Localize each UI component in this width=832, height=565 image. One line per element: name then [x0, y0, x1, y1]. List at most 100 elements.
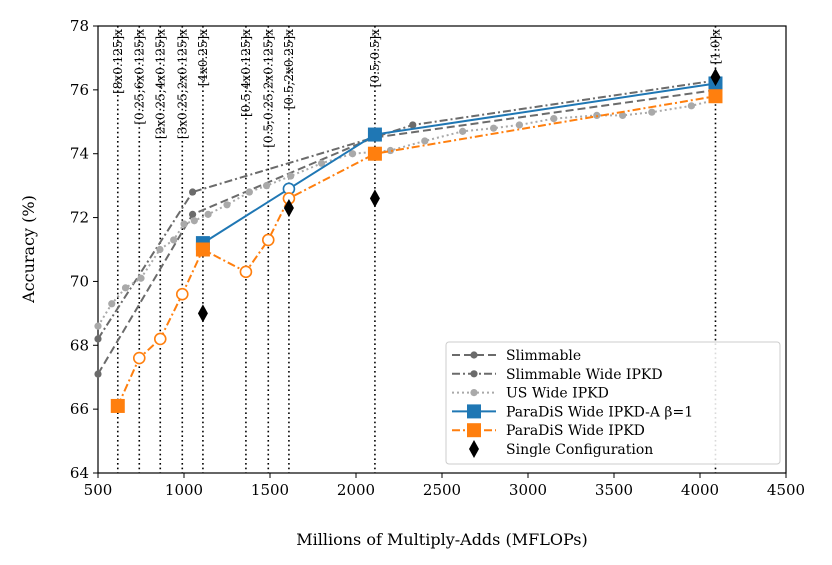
series-point-open — [175, 287, 189, 301]
series-point — [287, 172, 295, 180]
series-point — [283, 198, 294, 217]
y-axis-label: Accuracy (%) — [19, 195, 38, 304]
series-layer — [94, 68, 723, 413]
series-point — [195, 242, 210, 257]
y-tick-label: 66 — [70, 400, 89, 418]
series-point — [470, 351, 478, 359]
series-point-open — [132, 351, 146, 365]
axes-layer: 500 1000 1500 2000 2500 3000 3500 4000 4500 64 66 6… — [70, 17, 805, 499]
legend-marker — [469, 440, 479, 458]
series-point — [515, 121, 524, 129]
y-tick-label: 72 — [70, 209, 89, 227]
legend-entry: US Wide IPKD — [452, 386, 609, 402]
series-point — [409, 121, 417, 129]
plot-area: [8x0.125]x [0.25;6x0.125]x [2x0.25;4x0.125… — [70, 17, 805, 499]
legend-label: ParaDiS Wide IPKD-A β=1 — [506, 404, 693, 420]
x-tick-label: 500 — [84, 481, 113, 499]
x-tick-label: 1500 — [251, 481, 289, 499]
legend-entry: Slimmable Wide IPKD — [452, 367, 663, 383]
x-tick-label: 3000 — [509, 481, 547, 499]
series-point — [262, 182, 271, 190]
legend-marker — [467, 423, 481, 438]
series-point — [386, 146, 394, 155]
y-tick-label: 64 — [70, 464, 89, 482]
config-line-label: [0.5;0.25;2x0.125]x — [261, 29, 275, 148]
series-point — [121, 284, 130, 292]
series-point — [469, 440, 479, 458]
series-point — [108, 300, 116, 308]
series-us-wide-ipkd — [94, 95, 721, 330]
series-point-open — [239, 265, 253, 279]
y-tick-label: 68 — [70, 336, 89, 354]
series-point — [648, 108, 656, 116]
series-point — [94, 322, 102, 330]
series-point — [137, 274, 145, 282]
legend-entry: ParaDiS Wide IPKD-A β=1 — [452, 404, 693, 420]
series-single-configuration — [197, 68, 721, 323]
series-point — [550, 114, 558, 123]
series-paradis-wide-ipkd — [110, 89, 723, 413]
series-point — [708, 89, 723, 104]
series-point — [421, 137, 429, 145]
series-point — [170, 236, 178, 244]
series-point-open — [153, 332, 167, 346]
series-point — [180, 220, 188, 228]
config-line-label: [8x0.125]x — [111, 29, 125, 94]
legend-label: Slimmable — [506, 348, 581, 364]
series-point — [459, 127, 467, 135]
series-point — [204, 210, 212, 218]
x-tick-label: 2500 — [423, 481, 461, 499]
series-point — [367, 146, 382, 161]
legend-marker — [470, 370, 478, 378]
series-point — [189, 188, 197, 196]
legend-label: Single Configuration — [506, 442, 653, 458]
series-point — [470, 370, 478, 378]
series-point — [190, 217, 198, 225]
config-line-label: [0.5;0.5]x — [368, 29, 382, 88]
config-line-label: [3x0.25;2x0.125]x — [175, 29, 189, 139]
series-point — [318, 159, 326, 167]
x-tick-label: 2000 — [337, 481, 375, 499]
series-line — [202, 82, 716, 244]
series-point — [223, 201, 231, 209]
y-tick-label: 74 — [70, 145, 89, 163]
config-line-label: [1.0]x — [708, 29, 722, 64]
series-point — [245, 188, 253, 196]
legend-label: US Wide IPKD — [506, 386, 609, 402]
config-line-label: [0.5;2x0.25]x — [282, 29, 296, 110]
legend-marker — [470, 388, 478, 397]
series-point — [94, 335, 102, 343]
legend-entry: Single Configuration — [469, 440, 653, 458]
series-line — [97, 79, 718, 340]
series-point — [467, 423, 481, 438]
series-point — [367, 127, 382, 142]
config-line-label: [4x0.25]x — [196, 29, 210, 86]
series-line — [97, 88, 718, 375]
series-point — [710, 68, 721, 87]
legend-label: ParaDiS Wide IPKD — [506, 423, 645, 439]
series-point — [94, 370, 102, 378]
series-point — [348, 150, 357, 158]
legend-entry: Slimmable — [452, 348, 581, 364]
series-point — [197, 304, 208, 323]
series-point — [369, 189, 380, 208]
y-tick-label: 70 — [70, 272, 89, 290]
x-tick-label: 1000 — [165, 481, 203, 499]
series-line — [116, 95, 716, 407]
series-point — [490, 124, 498, 132]
legend-entry: ParaDiS Wide IPKD — [452, 423, 645, 439]
x-tick-label: 3500 — [595, 481, 633, 499]
series-point-open — [261, 233, 275, 247]
y-tick-label: 78 — [70, 17, 89, 35]
config-line-label: [0.25;6x0.125]x — [132, 29, 146, 125]
legend-marker — [470, 351, 478, 359]
config-line-label: [2x0.25;4x0.125]x — [153, 29, 167, 139]
legend: Slimmable Slimmable Wide IPKD US Wide IPKD… — [445, 341, 781, 465]
legend-marker — [467, 404, 481, 419]
y-tick-label: 76 — [70, 81, 89, 99]
series-point — [470, 388, 478, 397]
legend-label: Slimmable Wide IPKD — [506, 367, 663, 383]
series-point — [619, 111, 627, 119]
config-lines: [8x0.125]x [0.25;6x0.125]x [2x0.25;4x0.125… — [111, 26, 722, 473]
